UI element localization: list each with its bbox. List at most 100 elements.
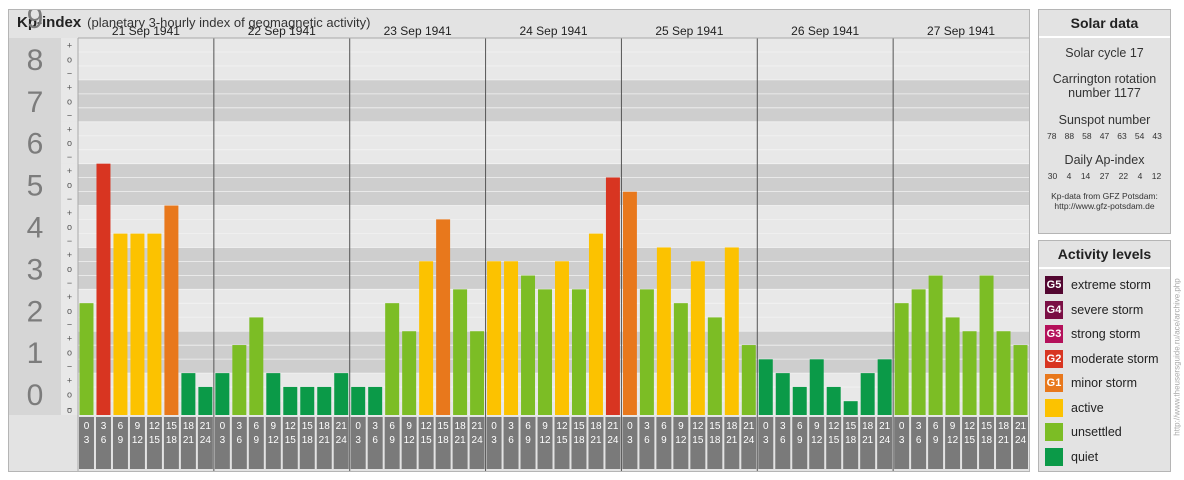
hour-cell	[163, 417, 179, 469]
band	[78, 38, 1029, 80]
day-label: 26 Sep 1941	[791, 24, 859, 38]
hour-end-label: 12	[132, 435, 144, 446]
hour-cell	[486, 417, 502, 469]
hour-start-label: 21	[1015, 421, 1027, 432]
hour-start-label: 3	[508, 421, 514, 432]
hour-end-label: 24	[1015, 435, 1027, 446]
hour-end-label: 12	[404, 435, 416, 446]
minor-tick: +	[67, 124, 72, 134]
ap-label: Daily Ap-index	[1064, 153, 1145, 167]
kp-bar	[555, 261, 569, 415]
hour-start-label: 3	[916, 421, 922, 432]
hour-end-label: 12	[947, 435, 959, 446]
hour-cell	[554, 417, 570, 469]
y-tick-label: 8	[27, 44, 44, 77]
ap-value-5: 4	[1137, 171, 1143, 181]
hour-cell	[758, 417, 774, 469]
kp-bar	[334, 373, 349, 415]
kp-bar	[283, 386, 298, 415]
kp-bar	[571, 289, 586, 415]
kp-bar	[588, 233, 603, 415]
hour-start-label: 6	[933, 421, 939, 432]
level-label: active	[1071, 400, 1104, 415]
hour-end-label: 12	[811, 435, 823, 446]
kp-bar	[385, 303, 400, 415]
y-tick-label: 9	[27, 10, 44, 35]
hour-start-label: 15	[981, 421, 993, 432]
hour-cell	[656, 417, 672, 469]
y-tick-label: 1	[27, 337, 44, 370]
kp-bar	[96, 163, 111, 415]
hour-cell	[792, 417, 808, 469]
day-label: 25 Sep 1941	[655, 24, 723, 38]
minor-tick: o	[67, 348, 72, 358]
level-row-moderate-storm: G2 moderate storm	[1039, 347, 1170, 372]
hour-end-label: 15	[556, 435, 568, 446]
hour-cell	[1013, 417, 1028, 469]
minor-tick-band	[61, 247, 78, 290]
kp-bar	[436, 219, 451, 415]
kp-bar	[215, 373, 230, 415]
kp-bar	[826, 386, 841, 415]
minor-tick: −	[67, 110, 72, 120]
band	[78, 289, 1029, 332]
kp-bar-chart: 0123456789+o−+o−+o−+o−+o−+o−+o−+o−+o−o21…	[9, 10, 1029, 471]
kp-bar	[707, 317, 722, 415]
minor-tick: +	[67, 334, 72, 344]
hour-start-label: 21	[336, 421, 348, 432]
level-swatch	[1045, 423, 1063, 442]
kp-bar	[351, 386, 366, 415]
hour-start-label: 9	[678, 421, 684, 432]
hour-start-label: 0	[355, 421, 361, 432]
hour-end-label: 9	[389, 435, 395, 446]
hour-start-label: 18	[319, 421, 331, 432]
hour-end-label: 3	[491, 435, 497, 446]
hour-cell	[503, 417, 519, 469]
level-label: severe storm	[1071, 302, 1144, 317]
hour-end-label: 6	[916, 435, 922, 446]
band	[78, 121, 1029, 164]
minor-tick: o	[67, 264, 72, 274]
source-link[interactable]: http://www.gfz-potsdam.de	[1054, 201, 1155, 211]
hour-start-label: 3	[237, 421, 243, 432]
ap-values: 30 4 14 27 22 4 12	[1039, 171, 1170, 181]
ap-value-4: 22	[1118, 171, 1129, 181]
band	[78, 205, 1029, 248]
hour-cell	[418, 417, 434, 469]
hour-start-label: 21	[879, 421, 891, 432]
kp-bar	[113, 233, 128, 415]
hour-end-label: 21	[455, 435, 467, 446]
sunspot-label: Sunspot number	[1058, 113, 1151, 127]
hour-start-label: 3	[101, 421, 107, 432]
minor-tick: +	[67, 40, 72, 50]
kp-bar	[622, 191, 637, 415]
hour-start-label: 12	[149, 421, 161, 432]
y-axis-band	[9, 38, 61, 415]
hour-end-label: 18	[573, 435, 585, 446]
hour-end-label: 24	[200, 435, 212, 446]
hour-end-label: 15	[149, 435, 161, 446]
hour-start-label: 12	[964, 421, 976, 432]
kp-bar	[894, 303, 909, 415]
hour-end-label: 6	[644, 435, 650, 446]
sunspot-number-6: 43	[1152, 131, 1162, 141]
hour-end-label: 3	[355, 435, 361, 446]
minor-tick-band	[61, 205, 78, 248]
hour-start-label: 9	[814, 421, 820, 432]
hour-cell	[129, 417, 145, 469]
minor-tick: o	[67, 96, 72, 106]
kp-bar	[368, 386, 383, 415]
kp-bar	[198, 386, 213, 415]
hour-end-label: 21	[862, 435, 874, 446]
hour-end-label: 9	[661, 435, 667, 446]
hour-start-label: 6	[797, 421, 803, 432]
hour-end-label: 15	[964, 435, 976, 446]
hour-end-label: 15	[692, 435, 704, 446]
hour-cell	[452, 417, 468, 469]
level-label: extreme storm	[1071, 278, 1151, 293]
minor-tick: −	[67, 68, 72, 78]
hour-end-label: 9	[118, 435, 124, 446]
hour-end-label: 24	[879, 435, 891, 446]
kp-bar	[249, 317, 264, 415]
hour-end-label: 12	[675, 435, 687, 446]
